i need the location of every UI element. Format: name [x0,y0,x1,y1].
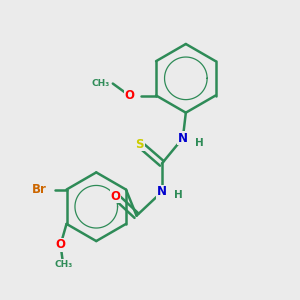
Text: S: S [135,137,144,151]
Text: O: O [56,238,65,251]
Text: CH₃: CH₃ [54,260,73,269]
Text: H: H [174,190,183,200]
Text: O: O [111,190,121,203]
Text: O: O [124,89,134,102]
Text: H: H [195,137,204,148]
Text: N: N [157,185,167,198]
Text: N: N [178,132,188,145]
Text: Br: Br [32,183,47,196]
Text: CH₃: CH₃ [92,79,110,88]
